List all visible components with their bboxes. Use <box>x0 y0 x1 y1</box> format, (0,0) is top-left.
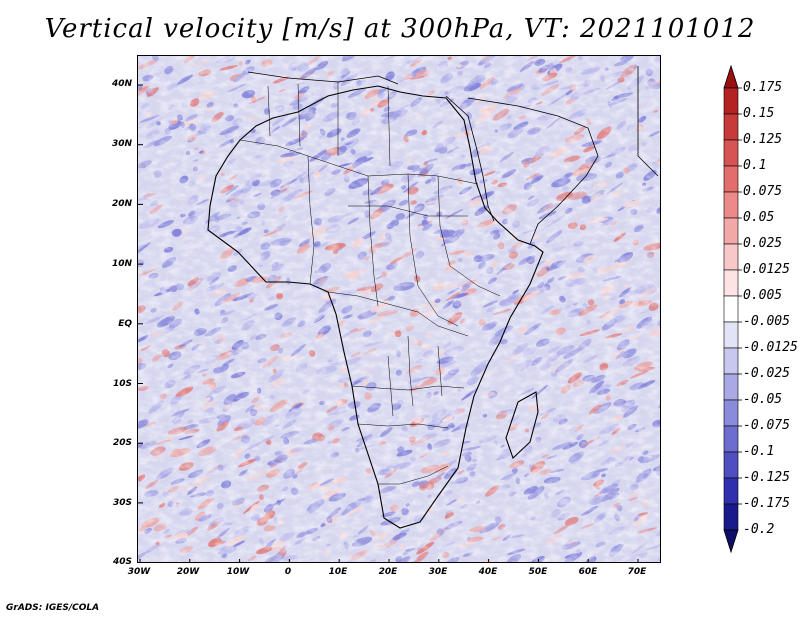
lat-tick-label: 30S <box>112 498 132 508</box>
lon-tick-label: 50E <box>528 567 548 577</box>
color-scale-arrow-top <box>723 64 739 89</box>
color-scale-box <box>723 399 739 427</box>
color-scale-box <box>723 243 739 271</box>
color-scale-bar <box>723 64 742 554</box>
color-scale-box <box>723 295 739 323</box>
lon-tick-label: 70E <box>627 567 647 577</box>
color-scale-box <box>723 139 739 167</box>
color-scale-label: -0.1 <box>743 444 775 459</box>
lat-tick-label: 10N <box>111 259 132 269</box>
color-scale-box <box>723 321 739 349</box>
color-scale-label: -0.005 <box>743 314 790 329</box>
lat-tick-label: 20S <box>112 438 132 448</box>
lon-tick-label: 30E <box>428 567 448 577</box>
color-scale-box <box>723 217 739 245</box>
color-scale-box <box>723 87 739 115</box>
color-scale-label: -0.2 <box>743 522 775 537</box>
color-scale-label: 0.15 <box>743 106 775 121</box>
color-scale-box <box>723 373 739 401</box>
coastline <box>207 66 659 529</box>
color-scale-box <box>723 165 739 193</box>
color-scale-label: -0.05 <box>743 392 783 407</box>
color-scale-label: 0.005 <box>743 288 783 303</box>
map-panel <box>137 55 661 563</box>
lon-tick-label: 30W <box>127 567 151 577</box>
lat-tick-label: 40S <box>112 557 132 567</box>
color-scale-label: 0.175 <box>743 80 783 95</box>
color-scale-box <box>723 477 739 505</box>
lat-tick-label: 10S <box>112 379 132 389</box>
color-scale-box <box>723 503 739 531</box>
lon-tick-label: 10W <box>226 567 250 577</box>
color-scale-box <box>723 269 739 297</box>
lon-tick-label: 20W <box>176 567 200 577</box>
grid-lines <box>138 84 639 562</box>
software-credit: GrADS: IGES/COLA <box>6 603 100 613</box>
color-scale-label: 0.125 <box>743 132 783 147</box>
lat-tick-label: 30N <box>111 139 132 149</box>
velocity-field-map <box>138 56 660 562</box>
chart-title: Vertical velocity [m/s] at 300hPa, VT: 2… <box>44 14 756 44</box>
lon-tick-label: 10E <box>328 567 348 577</box>
color-scale-label: -0.175 <box>743 496 790 511</box>
lon-tick-label: 0 <box>284 567 292 577</box>
lon-tick-label: 20E <box>378 567 398 577</box>
color-scale-label: -0.0125 <box>743 340 798 355</box>
color-scale-label: 0.05 <box>743 210 775 225</box>
color-scale-label: -0.125 <box>743 470 790 485</box>
color-scale-label: 0.1 <box>743 158 767 173</box>
country-borders <box>239 82 501 485</box>
color-scale-arrow-bottom <box>723 529 739 554</box>
lon-tick-label: 60E <box>578 567 598 577</box>
color-scale-box <box>723 347 739 375</box>
lon-tick-label: 40E <box>478 567 498 577</box>
color-scale-box <box>723 113 739 141</box>
lat-tick-label: 20N <box>111 199 132 209</box>
lat-tick-label: 40N <box>111 79 132 89</box>
color-scale-box <box>723 191 739 219</box>
lat-tick-label: EQ <box>118 319 132 329</box>
color-scale-label: -0.025 <box>743 366 790 381</box>
color-scale-box <box>723 425 739 453</box>
color-scale-label: 0.025 <box>743 236 783 251</box>
color-scale-box <box>723 451 739 479</box>
color-scale-label: 0.075 <box>743 184 783 199</box>
color-scale-label: 0.0125 <box>743 262 790 277</box>
color-scale-label: -0.075 <box>743 418 790 433</box>
